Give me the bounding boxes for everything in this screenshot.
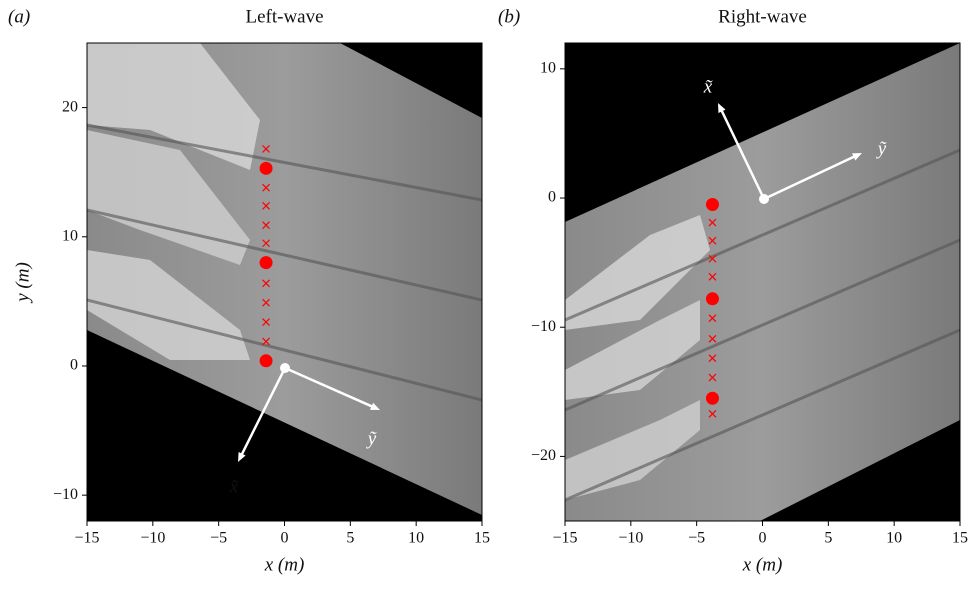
x-tick-label: 15 xyxy=(952,530,968,547)
panel-label: (b) xyxy=(498,6,520,27)
point xyxy=(706,292,719,305)
image-b xyxy=(565,43,960,521)
image-a xyxy=(87,43,482,521)
x-tick-label: 15 xyxy=(474,530,490,547)
origin-dot xyxy=(280,363,290,373)
x-tick-label: 10 xyxy=(886,530,902,547)
y-tick-label: 20 xyxy=(62,98,78,115)
point xyxy=(706,392,719,405)
arrow-label: x̃ xyxy=(229,476,239,497)
x-tick-label: 5 xyxy=(824,530,832,547)
x-tick-label: 0 xyxy=(281,530,289,547)
point xyxy=(260,162,273,175)
x-tick-label: −15 xyxy=(74,530,99,547)
x-tick-label: −10 xyxy=(618,530,643,547)
x-tick-label: −5 xyxy=(688,530,705,547)
y-tick-label: 0 xyxy=(548,189,556,206)
y-tick-label: −20 xyxy=(531,447,556,464)
point xyxy=(260,256,273,269)
point xyxy=(706,198,719,211)
x-axis-label: x (m) xyxy=(742,554,783,575)
x-tick-label: 0 xyxy=(759,530,767,547)
x-axis-label: x (m) xyxy=(264,554,305,575)
panel-title: Left-wave xyxy=(245,6,323,27)
y-axis-label: y (m) xyxy=(12,262,33,304)
panel-title: Right-wave xyxy=(718,6,807,27)
x-tick-label: 5 xyxy=(346,530,354,547)
y-tick-label: 0 xyxy=(70,357,78,374)
x-tick-label: −15 xyxy=(552,530,577,547)
x-tick-label: −10 xyxy=(140,530,165,547)
figure: −15 −10 −5 0 5 10 15 −10 0 10 20 x̃ ỹ Left-wave (a) x (… xyxy=(0,0,975,589)
arrow-label: x̃ xyxy=(703,76,713,97)
arrow-label: ỹ xyxy=(366,428,377,449)
arrow-label: ỹ xyxy=(876,138,887,159)
origin-dot xyxy=(759,194,769,204)
y-tick-label: −10 xyxy=(531,318,556,335)
y-tick-label: 10 xyxy=(540,60,556,77)
y-tick-label: 10 xyxy=(62,227,78,244)
panel-label: (a) xyxy=(8,6,30,27)
point xyxy=(260,354,273,367)
y-tick-label: −10 xyxy=(53,486,78,503)
x-tick-label: −5 xyxy=(210,530,227,547)
x-tick-label: 10 xyxy=(408,530,424,547)
